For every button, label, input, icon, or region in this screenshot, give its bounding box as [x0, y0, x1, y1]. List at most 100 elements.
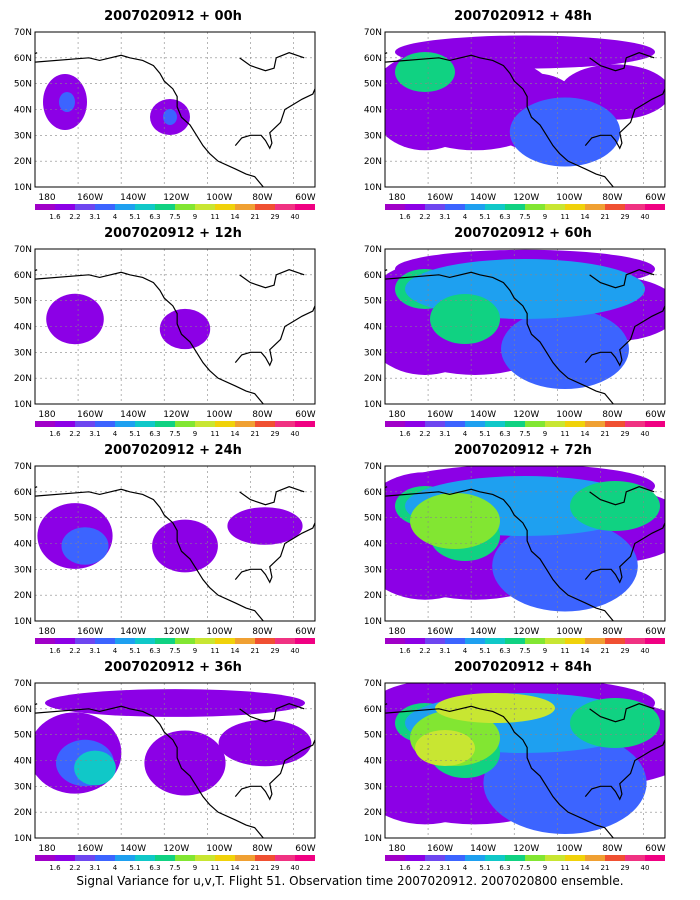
colorbar-level-label: 6.3	[499, 213, 510, 221]
variance-field	[385, 466, 665, 612]
lat-tick-label: 30N	[364, 348, 382, 358]
lat-tick-label: 60N	[364, 705, 382, 715]
colorbar-level-label: 5.1	[129, 864, 140, 870]
colorbar-level-label: 2.2	[69, 864, 80, 870]
colorbar-level-label: 2.2	[69, 430, 80, 438]
colorbar-level-label: 7.5	[519, 647, 530, 655]
variance-field	[37, 503, 303, 573]
map-frame	[384, 682, 666, 839]
variance-field	[385, 249, 665, 389]
colorbar-level-label: 2.2	[419, 864, 430, 870]
colorbar-level-label: 14	[231, 647, 240, 655]
colorbar-level-label: 9	[543, 430, 547, 438]
lat-tick-label: 70N	[364, 245, 382, 255]
coastline	[35, 269, 315, 404]
colorbar-level-label: 2.2	[69, 647, 80, 655]
lon-tick-label: 180	[38, 844, 55, 854]
lat-tick-label: 60N	[14, 54, 32, 64]
colorbar-level-label: 2.2	[419, 647, 430, 655]
colorbar: 1.6 2.2 3.1 4 5.1 6.3 7.5 9 11 14 21 29 40	[35, 204, 315, 221]
map-gridlines	[35, 683, 315, 838]
lon-tick-label: 60W	[645, 410, 665, 420]
colorbar-level-label: 6.3	[149, 430, 160, 438]
lon-tick-label: 120W	[163, 627, 189, 637]
coastline	[35, 52, 315, 187]
colorbar-level-label: 1.6	[399, 647, 411, 655]
colorbar-level-label: 11	[561, 864, 570, 870]
lon-tick-label: 180	[388, 410, 405, 420]
lat-tick-label: 10N	[14, 834, 32, 844]
lon-tick-label: 60W	[645, 844, 665, 854]
lon-tick-label: 100W	[206, 410, 232, 420]
map-panel: 70N 60N 50N 40N 30N 20N 10N 180 160W 140W 120W 100W…	[14, 462, 316, 655]
lon-tick-label: 140W	[470, 844, 496, 854]
lat-tick-label: 30N	[14, 131, 32, 141]
colorbar-level-label: 29	[271, 430, 280, 438]
lat-tick-label: 20N	[364, 808, 382, 818]
lon-tick-label: 160W	[77, 410, 103, 420]
colorbar-level-label: 3.1	[89, 213, 100, 221]
lon-tick-label: 160W	[77, 193, 103, 203]
lat-tick-label: 20N	[364, 591, 382, 601]
map-frame	[384, 31, 666, 188]
colorbar-level-label: 9	[543, 647, 547, 655]
colorbar-level-label: 40	[641, 430, 650, 438]
colorbar-level-label: 40	[291, 213, 300, 221]
map-gridlines	[35, 466, 315, 621]
colorbar-level-label: 14	[581, 864, 590, 870]
lon-tick-label: 100W	[556, 193, 582, 203]
coastline	[385, 703, 665, 838]
variance-field	[385, 683, 665, 834]
map-panel: 70N 60N 50N 40N 30N 20N 10N 180 160W 140W 120W 100W…	[364, 462, 666, 655]
colorbar-level-label: 14	[581, 647, 590, 655]
map-panel: 70N 60N 50N 40N 30N 20N 10N 180 160W 140W 120W 100W…	[14, 28, 316, 221]
colorbar-level-label: 1.6	[399, 864, 411, 870]
colorbar-level-label: 7.5	[519, 213, 530, 221]
colorbar-level-label: 3.1	[439, 213, 450, 221]
coastline	[35, 703, 315, 838]
map-frame	[34, 465, 316, 622]
lat-tick-label: 30N	[14, 565, 32, 575]
lat-tick-label: 40N	[364, 540, 382, 550]
lon-tick-label: 100W	[556, 844, 582, 854]
colorbar-level-label: 40	[641, 864, 650, 870]
lon-tick-label: 180	[38, 193, 55, 203]
colorbar-level-label: 7.5	[169, 213, 180, 221]
lon-tick-label: 100W	[556, 410, 582, 420]
colorbar-level-label: 11	[211, 430, 220, 438]
colorbar-level-label: 21	[601, 213, 610, 221]
lon-tick-label: 140W	[120, 193, 146, 203]
colorbar-level-label: 21	[251, 430, 260, 438]
lat-tick-label: 40N	[14, 323, 32, 333]
colorbar-level-label: 29	[621, 647, 630, 655]
colorbar-level-label: 9	[543, 864, 547, 870]
colorbar-level-label: 3.1	[89, 430, 100, 438]
colorbar-level-label: 4	[463, 647, 468, 655]
lat-tick-label: 50N	[14, 297, 32, 307]
colorbar-level-label: 9	[543, 213, 547, 221]
colorbar-level-label: 29	[621, 864, 630, 870]
lon-tick-label: 100W	[206, 844, 232, 854]
panel-title-60h: 2007020912 + 60h	[454, 226, 592, 241]
colorbar-level-label: 14	[231, 430, 240, 438]
lon-tick-label: 180	[38, 627, 55, 637]
colorbar: 1.6 2.2 3.1 4 5.1 6.3 7.5 9 11 14 21 29 40	[385, 421, 665, 438]
colorbar-level-label: 6.3	[499, 430, 510, 438]
colorbar-level-label: 1.6	[49, 213, 61, 221]
colorbar-level-label: 14	[231, 213, 240, 221]
colorbar-level-label: 40	[641, 647, 650, 655]
lat-tick-label: 20N	[14, 591, 32, 601]
lat-tick-label: 70N	[364, 28, 382, 38]
map-gridlines	[35, 32, 315, 187]
colorbar-level-label: 4	[113, 213, 118, 221]
colorbar-level-label: 40	[291, 430, 300, 438]
colorbar-level-label: 6.3	[499, 647, 510, 655]
colorbar-level-label: 6.3	[499, 864, 510, 870]
colorbar-level-label: 21	[601, 647, 610, 655]
lon-tick-label: 180	[388, 627, 405, 637]
colorbar-level-label: 5.1	[129, 213, 140, 221]
lon-tick-label: 140W	[470, 193, 496, 203]
lat-tick-label: 60N	[14, 705, 32, 715]
colorbar-level-label: 1.6	[399, 213, 411, 221]
lat-tick-label: 40N	[364, 757, 382, 767]
